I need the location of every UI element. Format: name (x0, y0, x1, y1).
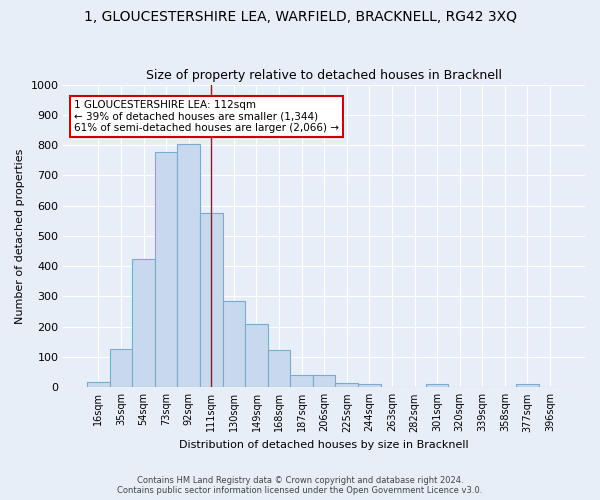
X-axis label: Distribution of detached houses by size in Bracknell: Distribution of detached houses by size … (179, 440, 469, 450)
Bar (132, 258, 155, 388)
Bar (426, 384, 448, 388)
Bar (290, 375, 313, 388)
Bar (87, 382, 110, 388)
Bar (155, 152, 178, 388)
Bar (313, 375, 335, 388)
Y-axis label: Number of detached properties: Number of detached properties (15, 148, 25, 324)
Text: Contains HM Land Registry data © Crown copyright and database right 2024.
Contai: Contains HM Land Registry data © Crown c… (118, 476, 482, 495)
Text: 1, GLOUCESTERSHIRE LEA, WARFIELD, BRACKNELL, RG42 3XQ: 1, GLOUCESTERSHIRE LEA, WARFIELD, BRACKN… (83, 10, 517, 24)
Text: 1 GLOUCESTERSHIRE LEA: 112sqm
← 39% of detached houses are smaller (1,344)
61% o: 1 GLOUCESTERSHIRE LEA: 112sqm ← 39% of d… (74, 100, 339, 133)
Bar (200, 213, 223, 388)
Bar (268, 350, 290, 388)
Bar (516, 384, 539, 388)
Title: Size of property relative to detached houses in Bracknell: Size of property relative to detached ho… (146, 69, 502, 82)
Bar (110, 350, 132, 388)
Bar (358, 384, 380, 388)
Bar (335, 383, 358, 388)
Bar (245, 324, 268, 388)
Bar (178, 144, 200, 388)
Bar (223, 301, 245, 388)
